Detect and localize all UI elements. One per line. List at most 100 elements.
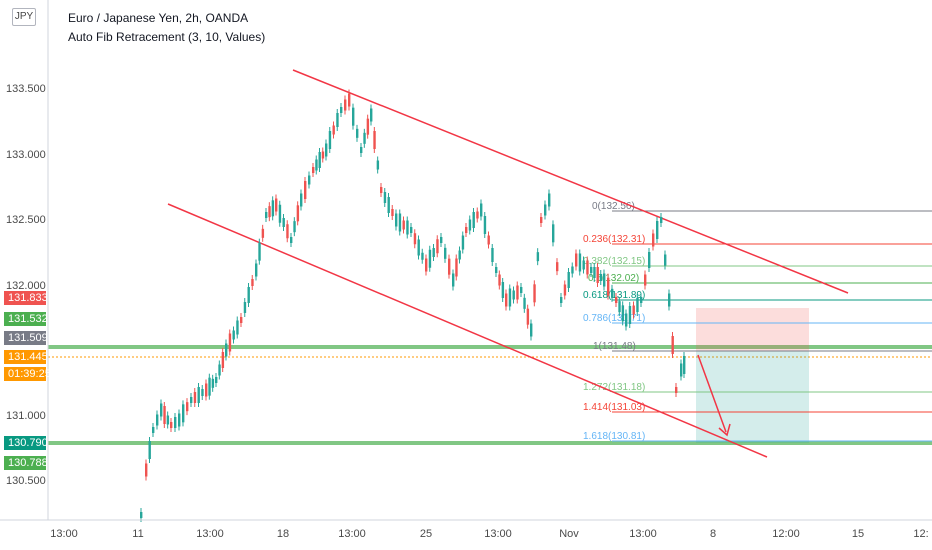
candle-body xyxy=(247,287,250,303)
candle-body xyxy=(563,284,567,296)
channel-lower-line[interactable] xyxy=(167,203,768,458)
xaxis-tick: 12:00 xyxy=(772,528,800,540)
candle-body xyxy=(596,267,599,283)
yaxis-tick: 130.500 xyxy=(6,475,46,487)
fib-level-label: 1.414(131.03) xyxy=(583,402,645,413)
xaxis-tick: 18 xyxy=(276,528,290,540)
legend-title[interactable]: Euro / Japanese Yen, 2h, OANDA xyxy=(68,11,249,25)
fib-lines: 0(132.56) 0.236(132.31) 0.382(132.15) 0.5(1… xyxy=(583,201,932,442)
candle-body xyxy=(533,284,536,303)
candle-body xyxy=(286,224,289,239)
candle-body xyxy=(436,239,439,254)
candle-body xyxy=(152,427,155,433)
candle-body xyxy=(352,107,355,126)
candle-body xyxy=(680,363,683,377)
arrow-head xyxy=(718,423,731,437)
candle-body xyxy=(628,306,632,324)
candle-body xyxy=(261,228,265,238)
candle-body xyxy=(325,143,328,157)
candle-body xyxy=(193,392,197,403)
xaxis-tick: 13:00 xyxy=(629,528,657,540)
legend-indicator[interactable]: Auto Fib Retracement (3, 10, Values) xyxy=(68,30,266,44)
candle-body xyxy=(258,242,261,261)
candle-body xyxy=(440,237,443,243)
xaxis-tick: 13:00 xyxy=(196,528,224,540)
xaxis-tick: 13:00 xyxy=(338,528,366,540)
candle-body xyxy=(174,417,177,428)
candle-body xyxy=(376,160,380,170)
candle-body xyxy=(312,167,315,173)
candle-body xyxy=(520,287,523,293)
candle-body xyxy=(236,320,239,335)
candle-body xyxy=(265,212,268,218)
candle-body xyxy=(232,330,235,340)
candle-body xyxy=(271,200,275,217)
candle-body xyxy=(402,220,405,230)
candle-body xyxy=(166,415,170,425)
candle-body xyxy=(304,181,307,199)
candle-body xyxy=(243,302,247,313)
arrow-annotation[interactable] xyxy=(697,354,727,433)
price-tag-fib: 131.509 xyxy=(4,331,48,345)
candle-body xyxy=(607,277,610,296)
candle-body xyxy=(536,252,540,262)
candle-body xyxy=(656,221,659,239)
candle-body xyxy=(671,336,674,354)
candle-body xyxy=(425,258,428,272)
channel-upper-line[interactable] xyxy=(292,69,849,294)
candle-body xyxy=(278,204,282,223)
candle-body xyxy=(380,187,383,193)
candle-body xyxy=(255,263,258,277)
candle-body xyxy=(373,131,376,149)
candle-body xyxy=(618,301,621,313)
candle-body xyxy=(556,262,559,272)
candle-body xyxy=(523,297,526,309)
candle-body xyxy=(156,414,159,426)
candle-body xyxy=(498,274,501,286)
candle-body xyxy=(512,290,515,300)
candle-body xyxy=(468,219,472,231)
candle-body xyxy=(296,205,300,222)
candle-body xyxy=(356,128,359,138)
candle-body xyxy=(495,267,498,273)
candle-body xyxy=(148,441,151,459)
candle-body xyxy=(675,387,678,393)
price-tag-countdown: 01:39:25 xyxy=(4,367,51,381)
price-tag-current: 131.445 xyxy=(4,350,48,364)
candle-body xyxy=(644,274,647,286)
candle-body xyxy=(505,293,508,307)
candle-body xyxy=(636,298,639,312)
candle-body xyxy=(599,274,603,281)
candle-body xyxy=(308,175,311,185)
candle-body xyxy=(228,333,232,352)
candle-body xyxy=(603,273,606,287)
stop-zone[interactable] xyxy=(696,308,809,351)
candle-body xyxy=(208,377,211,396)
candle-body xyxy=(205,383,208,397)
candle-body xyxy=(328,131,332,149)
candle-body xyxy=(215,377,218,383)
candle-body xyxy=(406,220,409,235)
candle-body xyxy=(480,203,483,217)
candle-body xyxy=(344,99,347,111)
candle-body xyxy=(448,258,451,275)
candle-body xyxy=(417,239,420,256)
candle-body xyxy=(461,235,465,250)
candle-body xyxy=(578,253,582,272)
candle-body xyxy=(611,288,614,298)
target-zone[interactable] xyxy=(696,351,809,443)
candle-body xyxy=(508,288,512,307)
candle-body xyxy=(163,406,166,424)
candle-body xyxy=(300,193,303,207)
candle-body xyxy=(683,356,686,374)
candle-body xyxy=(293,221,296,233)
candle-body xyxy=(615,297,618,303)
candle-body xyxy=(544,204,547,216)
candle-body xyxy=(668,293,671,307)
candle-body xyxy=(178,413,181,427)
candle-body xyxy=(664,254,667,266)
currency-button[interactable]: JPY xyxy=(12,8,36,26)
candle-body xyxy=(526,308,530,325)
fib-level-label: 1.618(130.81) xyxy=(583,431,645,442)
